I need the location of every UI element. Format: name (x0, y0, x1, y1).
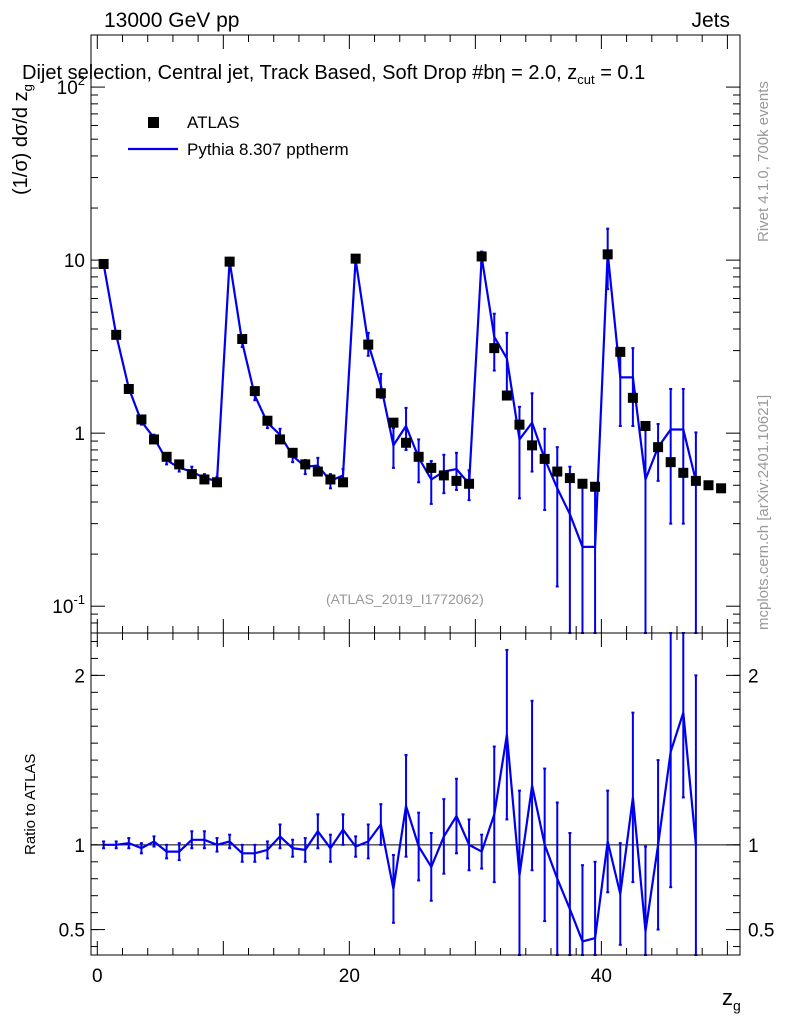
ratio-y-axis-title: Ratio to ATLAS (22, 753, 39, 855)
atlas-data-point (275, 434, 286, 445)
atlas-data-point (590, 481, 601, 492)
ratio-panel-marks (91, 632, 740, 956)
atlas-data-point (489, 343, 500, 354)
x-tick-label: 40 (591, 966, 612, 987)
atlas-data-point (262, 415, 273, 426)
atlas-data-point (98, 258, 109, 269)
atlas-data-point (123, 383, 134, 394)
main-y-tick-label: 10 (64, 251, 85, 272)
atlas-data-point (451, 475, 462, 486)
atlas-data-point (350, 253, 361, 264)
atlas-data-point (136, 414, 147, 425)
ratio-y-tick-label-right: 0.5 (748, 921, 774, 942)
legend-atlas-label: ATLAS (187, 113, 240, 132)
atlas-data-point (464, 478, 475, 489)
main-y-title-sub: g (20, 84, 35, 92)
atlas-data-point (716, 483, 727, 494)
atlas-data-point (249, 386, 260, 397)
atlas-data-point (514, 419, 525, 430)
atlas-data-point (426, 462, 437, 473)
atlas-data-point (312, 466, 323, 477)
main-y-title-text: (1/σ) dσ/d z (10, 91, 32, 195)
atlas-data-point (501, 390, 512, 401)
ratio-y-tick-label: 0.5 (59, 921, 85, 942)
atlas-data-point (363, 339, 374, 350)
eta-text: η = 2.0, z (494, 62, 578, 84)
atlas-data-point (111, 329, 122, 340)
atlas-data-point (665, 457, 676, 468)
ratio-y-tick-label-right: 1 (748, 836, 759, 857)
ratio-series-line (103, 712, 697, 943)
atlas-data-point (325, 474, 336, 485)
x-title-text: z (722, 985, 733, 1010)
atlas-data-point (224, 256, 235, 267)
atlas-data-point (199, 474, 210, 485)
ratio-y-tick-label-right: 2 (748, 666, 759, 687)
atlas-data-point (388, 417, 399, 428)
atlas-data-point (300, 459, 311, 470)
atlas-data-point (237, 334, 248, 345)
x-tick-label: 0 (92, 966, 103, 987)
legend-atlas-marker (148, 117, 159, 128)
atlas-data-point (552, 466, 563, 477)
mc-series-line (102, 252, 697, 548)
atlas-data-point (161, 451, 172, 462)
atlas-data-point (149, 434, 160, 445)
x-axis-title: zg (722, 985, 741, 1013)
zcut-value: = 0.1 (594, 62, 646, 84)
atlas-data-point (615, 346, 626, 357)
atlas-data-point (602, 249, 613, 260)
atlas-data-point (212, 477, 223, 488)
analysis-id: (ATLAS_2019_I1772062) (326, 591, 484, 607)
atlas-data-point (678, 467, 689, 478)
atlas-data-point (438, 470, 449, 481)
atlas-data-point (539, 453, 550, 464)
rivet-info: Rivet 4.1.0, 700k events (755, 81, 772, 242)
atlas-data-point (627, 392, 638, 403)
legend-pythia-label: Pythia 8.307 pptherm (187, 140, 349, 159)
atlas-data-point (338, 477, 349, 488)
atlas-data-point (640, 420, 651, 431)
main-y-tick-label: 10-1 (52, 592, 85, 618)
atlas-data-point (375, 388, 386, 399)
atlas-data-point (690, 475, 701, 486)
atlas-data-point (527, 440, 538, 451)
collision-label: 13000 GeV pp (104, 9, 240, 32)
atlas-data-point (174, 459, 185, 470)
main-y-axis-title: (1/σ) dσ/d zg (10, 84, 35, 195)
process-label: Jets (691, 9, 730, 32)
main-y-tick-label: 102 (57, 73, 85, 99)
x-title-sub: g (733, 997, 741, 1014)
cut-subscript: cut (577, 72, 595, 87)
ratio-y-tick-label: 1 (74, 836, 85, 857)
atlas-data-point (401, 437, 412, 448)
atlas-data-point (186, 469, 197, 480)
atlas-data-point (703, 480, 714, 491)
atlas-data-point (564, 473, 575, 484)
atlas-data-point (413, 451, 424, 462)
main-panel-marks (98, 227, 727, 634)
x-tick-label: 20 (339, 966, 360, 987)
atlas-data-point (653, 442, 664, 453)
subtitle-text: Dijet selection, Central jet, Track Base… (22, 62, 495, 84)
main-y-tick-label: 1 (74, 424, 85, 445)
plot-subtitle: Dijet selection, Central jet, Track Base… (22, 62, 645, 87)
atlas-data-point (577, 478, 588, 489)
atlas-data-point (476, 251, 487, 262)
atlas-data-point (287, 447, 298, 458)
ratio-y-tick-label: 2 (74, 666, 85, 687)
mcplots-info: mcplots.cern.ch [arXiv:2401.10621] (755, 394, 772, 630)
